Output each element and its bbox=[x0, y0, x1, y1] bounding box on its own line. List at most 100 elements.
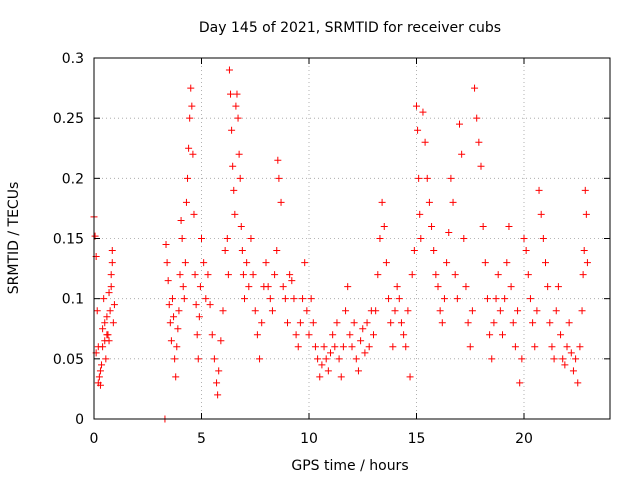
data-point bbox=[428, 222, 436, 230]
data-point bbox=[520, 235, 528, 242]
data-point bbox=[301, 259, 309, 267]
y-tick-label: 0.3 bbox=[62, 51, 84, 67]
data-point bbox=[533, 307, 541, 315]
data-point bbox=[354, 367, 362, 375]
data-point bbox=[100, 295, 108, 303]
data-point bbox=[180, 295, 188, 303]
data-point bbox=[271, 271, 279, 279]
data-point bbox=[348, 343, 356, 351]
data-point bbox=[311, 343, 319, 351]
data-point bbox=[202, 295, 210, 303]
data-point bbox=[539, 235, 547, 242]
data-point bbox=[580, 247, 588, 255]
data-point bbox=[236, 174, 244, 182]
data-point bbox=[193, 331, 201, 339]
data-point bbox=[279, 283, 287, 291]
data-point bbox=[522, 247, 530, 255]
data-point bbox=[432, 271, 440, 279]
data-point bbox=[288, 277, 296, 285]
data-point bbox=[385, 295, 393, 303]
data-point bbox=[331, 343, 339, 351]
data-point bbox=[393, 283, 401, 291]
data-point bbox=[196, 283, 204, 291]
data-point bbox=[346, 331, 354, 339]
data-point bbox=[456, 120, 463, 128]
data-point bbox=[230, 186, 238, 194]
data-point bbox=[187, 84, 195, 92]
data-point bbox=[395, 295, 403, 303]
data-point bbox=[171, 355, 179, 363]
data-point bbox=[168, 295, 176, 303]
data-point bbox=[277, 198, 285, 206]
data-point bbox=[417, 235, 425, 242]
data-point bbox=[273, 247, 281, 255]
data-point bbox=[451, 271, 459, 279]
data-point bbox=[307, 295, 315, 303]
data-point bbox=[382, 259, 390, 267]
data-point bbox=[563, 343, 571, 351]
data-point bbox=[181, 259, 189, 267]
data-point bbox=[190, 210, 198, 218]
data-point bbox=[251, 307, 259, 315]
data-point bbox=[99, 343, 107, 351]
data-point bbox=[290, 295, 298, 303]
data-point bbox=[402, 343, 410, 351]
data-point bbox=[107, 271, 115, 279]
data-point bbox=[565, 319, 573, 327]
data-point bbox=[294, 343, 302, 351]
data-point bbox=[361, 349, 369, 357]
data-point bbox=[372, 307, 380, 315]
data-point bbox=[335, 355, 343, 363]
data-point bbox=[453, 295, 461, 303]
data-point bbox=[274, 156, 282, 164]
data-point bbox=[224, 271, 232, 279]
data-point bbox=[511, 343, 519, 351]
data-point bbox=[281, 295, 289, 303]
data-point bbox=[322, 355, 330, 363]
data-points bbox=[90, 66, 591, 423]
data-point bbox=[234, 114, 242, 122]
data-point bbox=[443, 259, 451, 267]
data-point bbox=[445, 228, 453, 236]
data-point bbox=[380, 222, 388, 230]
data-point bbox=[574, 379, 582, 387]
data-point bbox=[249, 271, 257, 279]
data-point bbox=[268, 307, 276, 315]
data-point bbox=[535, 186, 543, 194]
data-point bbox=[228, 126, 236, 134]
data-point bbox=[447, 174, 455, 182]
x-tick-label: 15 bbox=[408, 431, 426, 447]
data-point bbox=[458, 150, 466, 158]
data-point bbox=[481, 259, 489, 267]
data-point bbox=[191, 271, 199, 279]
data-point bbox=[503, 259, 511, 267]
data-point bbox=[318, 361, 326, 369]
data-point bbox=[179, 283, 187, 291]
data-point bbox=[416, 210, 424, 218]
data-point bbox=[262, 259, 270, 267]
data-point bbox=[213, 379, 221, 387]
data-point bbox=[324, 367, 332, 375]
data-point bbox=[309, 319, 317, 327]
data-point bbox=[284, 319, 291, 327]
data-point bbox=[229, 162, 237, 170]
x-axis-label: GPS time / hours bbox=[291, 458, 408, 474]
data-point bbox=[292, 331, 300, 339]
data-point bbox=[107, 283, 115, 291]
data-point bbox=[95, 373, 103, 381]
data-point bbox=[99, 325, 107, 333]
data-point bbox=[464, 319, 472, 327]
data-point bbox=[483, 295, 491, 303]
data-point bbox=[227, 90, 235, 98]
data-point bbox=[170, 313, 178, 321]
data-point bbox=[241, 295, 248, 303]
data-point bbox=[548, 343, 556, 351]
data-point bbox=[110, 301, 118, 309]
data-point bbox=[559, 355, 567, 363]
data-point bbox=[542, 259, 549, 267]
data-point bbox=[509, 319, 517, 327]
data-point bbox=[507, 283, 515, 291]
data-point bbox=[410, 247, 418, 255]
data-point bbox=[552, 307, 560, 315]
